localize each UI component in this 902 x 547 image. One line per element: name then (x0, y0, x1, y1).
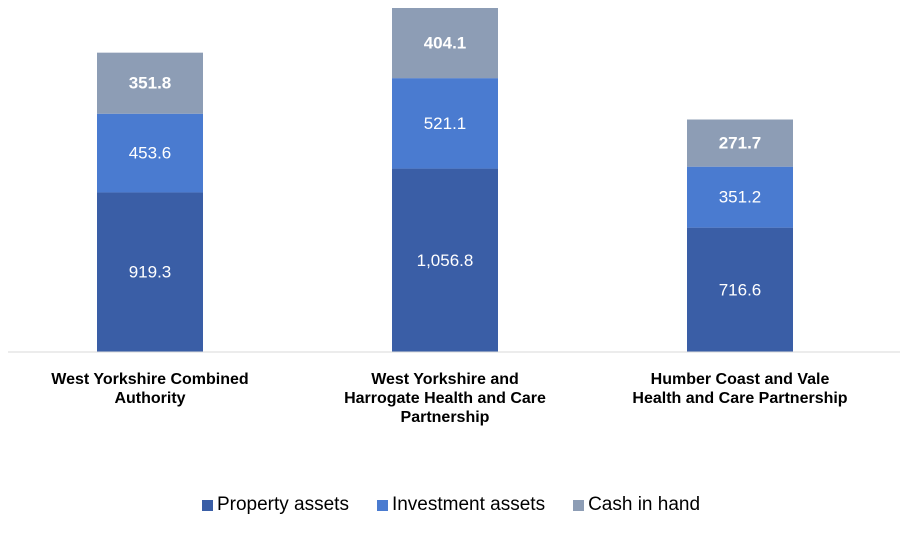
data-label: 716.6 (719, 280, 762, 299)
legend-item: Investment assets (376, 494, 546, 516)
data-label: 351.8 (129, 74, 172, 93)
legend-label: Cash in hand (588, 494, 701, 515)
bar-segment (687, 227, 793, 352)
data-label: 351.2 (719, 188, 762, 207)
bar-segment (392, 78, 498, 169)
bar-segment (687, 166, 793, 228)
legend-swatch (201, 499, 213, 511)
data-label: 453.6 (129, 144, 172, 163)
legend-swatch (376, 499, 388, 511)
bar-segment (97, 192, 203, 352)
x-tick-label: West Yorkshire and Harrogate Health and … (344, 371, 546, 426)
data-label: 521.1 (424, 114, 467, 133)
bar-segment (687, 119, 793, 167)
x-tick-label: Humber Coast and Vale Health and Care Pa… (632, 371, 848, 407)
bar-segment (97, 52, 203, 114)
legend-item: Cash in hand (573, 494, 700, 516)
bar-segment (392, 8, 498, 79)
legend-label: Investment assets (391, 494, 546, 515)
x-tick-label: West Yorkshire Combined Authority (51, 371, 249, 407)
bar-segment (97, 113, 203, 193)
data-label: 271.7 (719, 134, 762, 153)
legend-swatch (573, 499, 585, 511)
data-label: 1,056.8 (417, 251, 474, 270)
legend-label: Property assets (216, 494, 349, 515)
legend: Property assets Investment assets Cash in … (0, 494, 902, 516)
legend-item: Property assets (201, 494, 349, 516)
data-label: 919.3 (129, 263, 172, 282)
data-label: 404.1 (424, 34, 467, 53)
bar-segment (392, 168, 498, 352)
